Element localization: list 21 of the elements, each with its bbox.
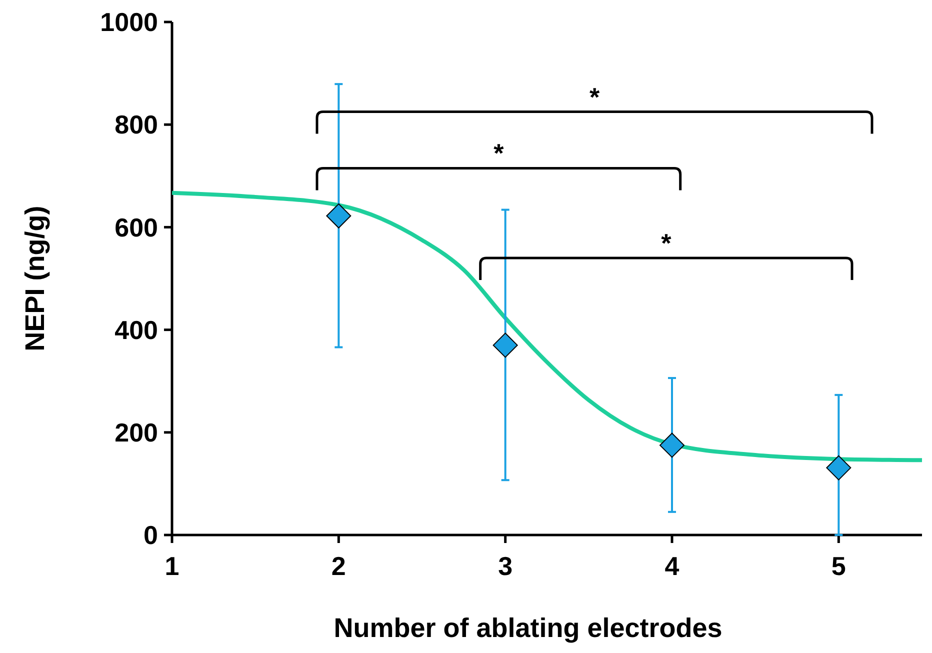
point bbox=[660, 432, 684, 458]
x-tick-label: 3 bbox=[498, 551, 513, 581]
point bbox=[492, 332, 518, 358]
y-axis-title: NEPI (ng/g) bbox=[20, 206, 50, 352]
annotation: * bbox=[494, 138, 505, 168]
point bbox=[326, 203, 352, 228]
y-tick-label: 800 bbox=[114, 110, 158, 140]
point bbox=[826, 455, 852, 480]
y-tick-label: 0 bbox=[144, 520, 158, 550]
x-tick-label: 4 bbox=[664, 551, 680, 581]
line-series bbox=[170, 190, 924, 462]
y-tick-label: 400 bbox=[114, 314, 158, 345]
y-tick-label: 200 bbox=[114, 418, 158, 448]
x-axis-title: Number of ablating electrodes bbox=[334, 613, 722, 643]
x-tick-label: 1 bbox=[164, 551, 180, 581]
annotation: * bbox=[589, 82, 600, 112]
x-tick-label: 2 bbox=[331, 551, 346, 581]
x-tick-label: 5 bbox=[831, 551, 846, 581]
y-tick-label: 600 bbox=[114, 212, 158, 242]
y-tick-label: 1000 bbox=[100, 7, 158, 38]
annotation: * bbox=[661, 228, 672, 258]
